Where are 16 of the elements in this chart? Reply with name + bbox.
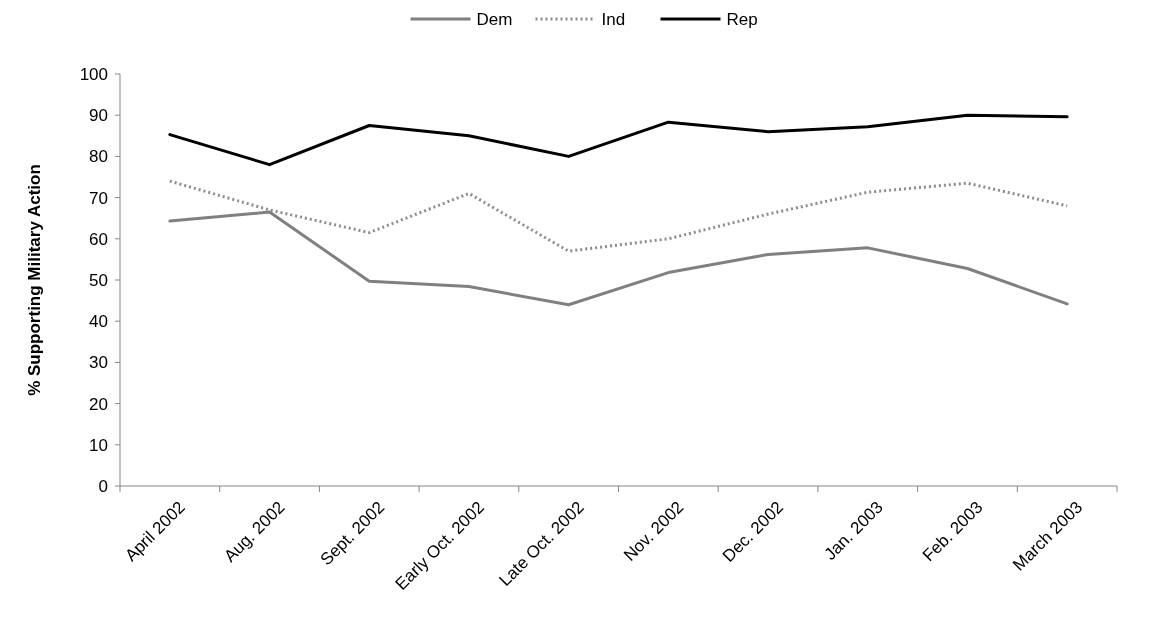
- y-axis-title: % Supporting Military Action: [25, 164, 44, 396]
- y-tick-label: 10: [89, 435, 108, 455]
- y-tick-label: 0: [98, 476, 108, 496]
- y-tick-label: 90: [89, 106, 108, 126]
- legend-label: Rep: [726, 9, 758, 29]
- y-tick-label: 20: [89, 394, 108, 414]
- y-tick-label: 50: [89, 270, 108, 290]
- y-tick-label: 100: [79, 64, 108, 84]
- legend-label: Ind: [601, 9, 626, 29]
- y-tick-label: 80: [89, 147, 108, 167]
- y-tick-label: 70: [89, 188, 108, 208]
- y-tick-label: 30: [89, 353, 108, 373]
- line-series: [168, 113, 1069, 167]
- y-tick-label: 60: [89, 229, 108, 249]
- legend-label: Dem: [476, 9, 513, 29]
- y-tick-label: 40: [89, 312, 108, 332]
